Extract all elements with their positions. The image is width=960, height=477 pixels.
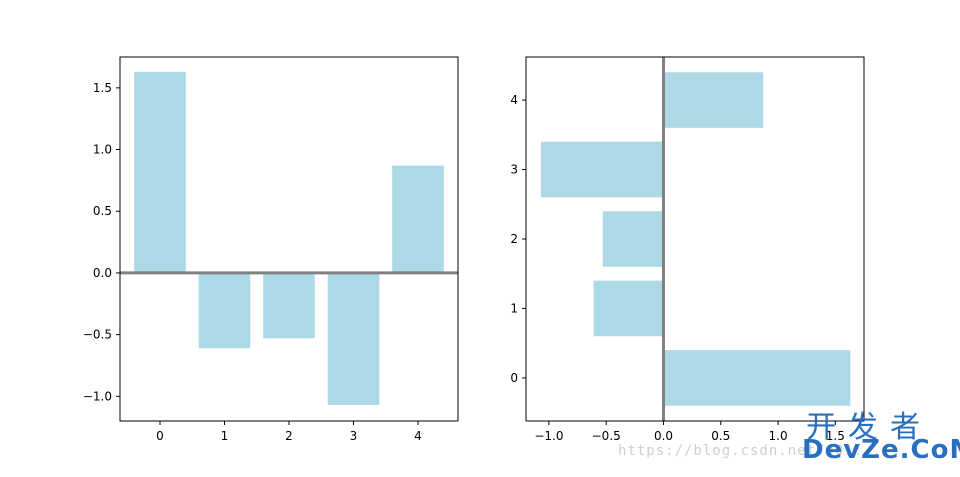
y-tick-label: 0.5 xyxy=(93,204,112,218)
x-tick-label: 0 xyxy=(156,429,164,443)
x-tick-label: −1.0 xyxy=(534,429,563,443)
x-tick-label: 4 xyxy=(414,429,422,443)
watermark-url: https://blog.csdn.net/u01... xyxy=(618,443,883,459)
y-tick-label: 3 xyxy=(510,163,518,177)
bar-2 xyxy=(602,211,664,267)
left-vertical-bar-chart: 0 1 2 3 4 1.5 1.0 0.5 0.0 −0.5 −1.0 xyxy=(83,56,459,443)
y-tick-label: 4 xyxy=(510,93,518,107)
y-tick-label: 0 xyxy=(510,371,518,385)
right-horizontal-bar-chart: −1.0 −0.5 0.0 0.5 1.0 1.5 0 1 2 3 4 xyxy=(510,56,865,443)
bar-2 xyxy=(263,272,315,339)
bar-1 xyxy=(198,272,251,349)
y-tick-label: 1 xyxy=(510,301,518,315)
y-tick-label: 2 xyxy=(510,232,518,246)
watermark-brand-en: DevZe.CoM xyxy=(802,435,960,465)
x-tick-label: 1 xyxy=(221,429,229,443)
bar-3 xyxy=(327,272,380,405)
y-tick-label: 0.0 xyxy=(93,266,112,280)
bar-0 xyxy=(134,71,186,273)
bar-4 xyxy=(392,165,444,273)
y-tick-label: 1.5 xyxy=(93,81,112,95)
y-tick-label: −0.5 xyxy=(83,328,112,342)
y-tick-label: −1.0 xyxy=(83,389,112,403)
x-tick-label: 2 xyxy=(285,429,293,443)
x-tick-label: 3 xyxy=(350,429,358,443)
bar-3 xyxy=(540,141,664,198)
x-tick-label: 0.5 xyxy=(711,429,730,443)
x-tick-label: 0.0 xyxy=(654,429,673,443)
x-tick-label: 1.5 xyxy=(826,429,845,443)
bar-0 xyxy=(663,350,851,406)
watermark-brand-cn: 开发者 xyxy=(806,410,932,445)
bar-1 xyxy=(593,280,664,337)
x-tick-label: −0.5 xyxy=(592,429,621,443)
y-tick-label: 1.0 xyxy=(93,143,112,157)
bar-4 xyxy=(663,72,764,128)
x-tick-label: 1.0 xyxy=(769,429,788,443)
